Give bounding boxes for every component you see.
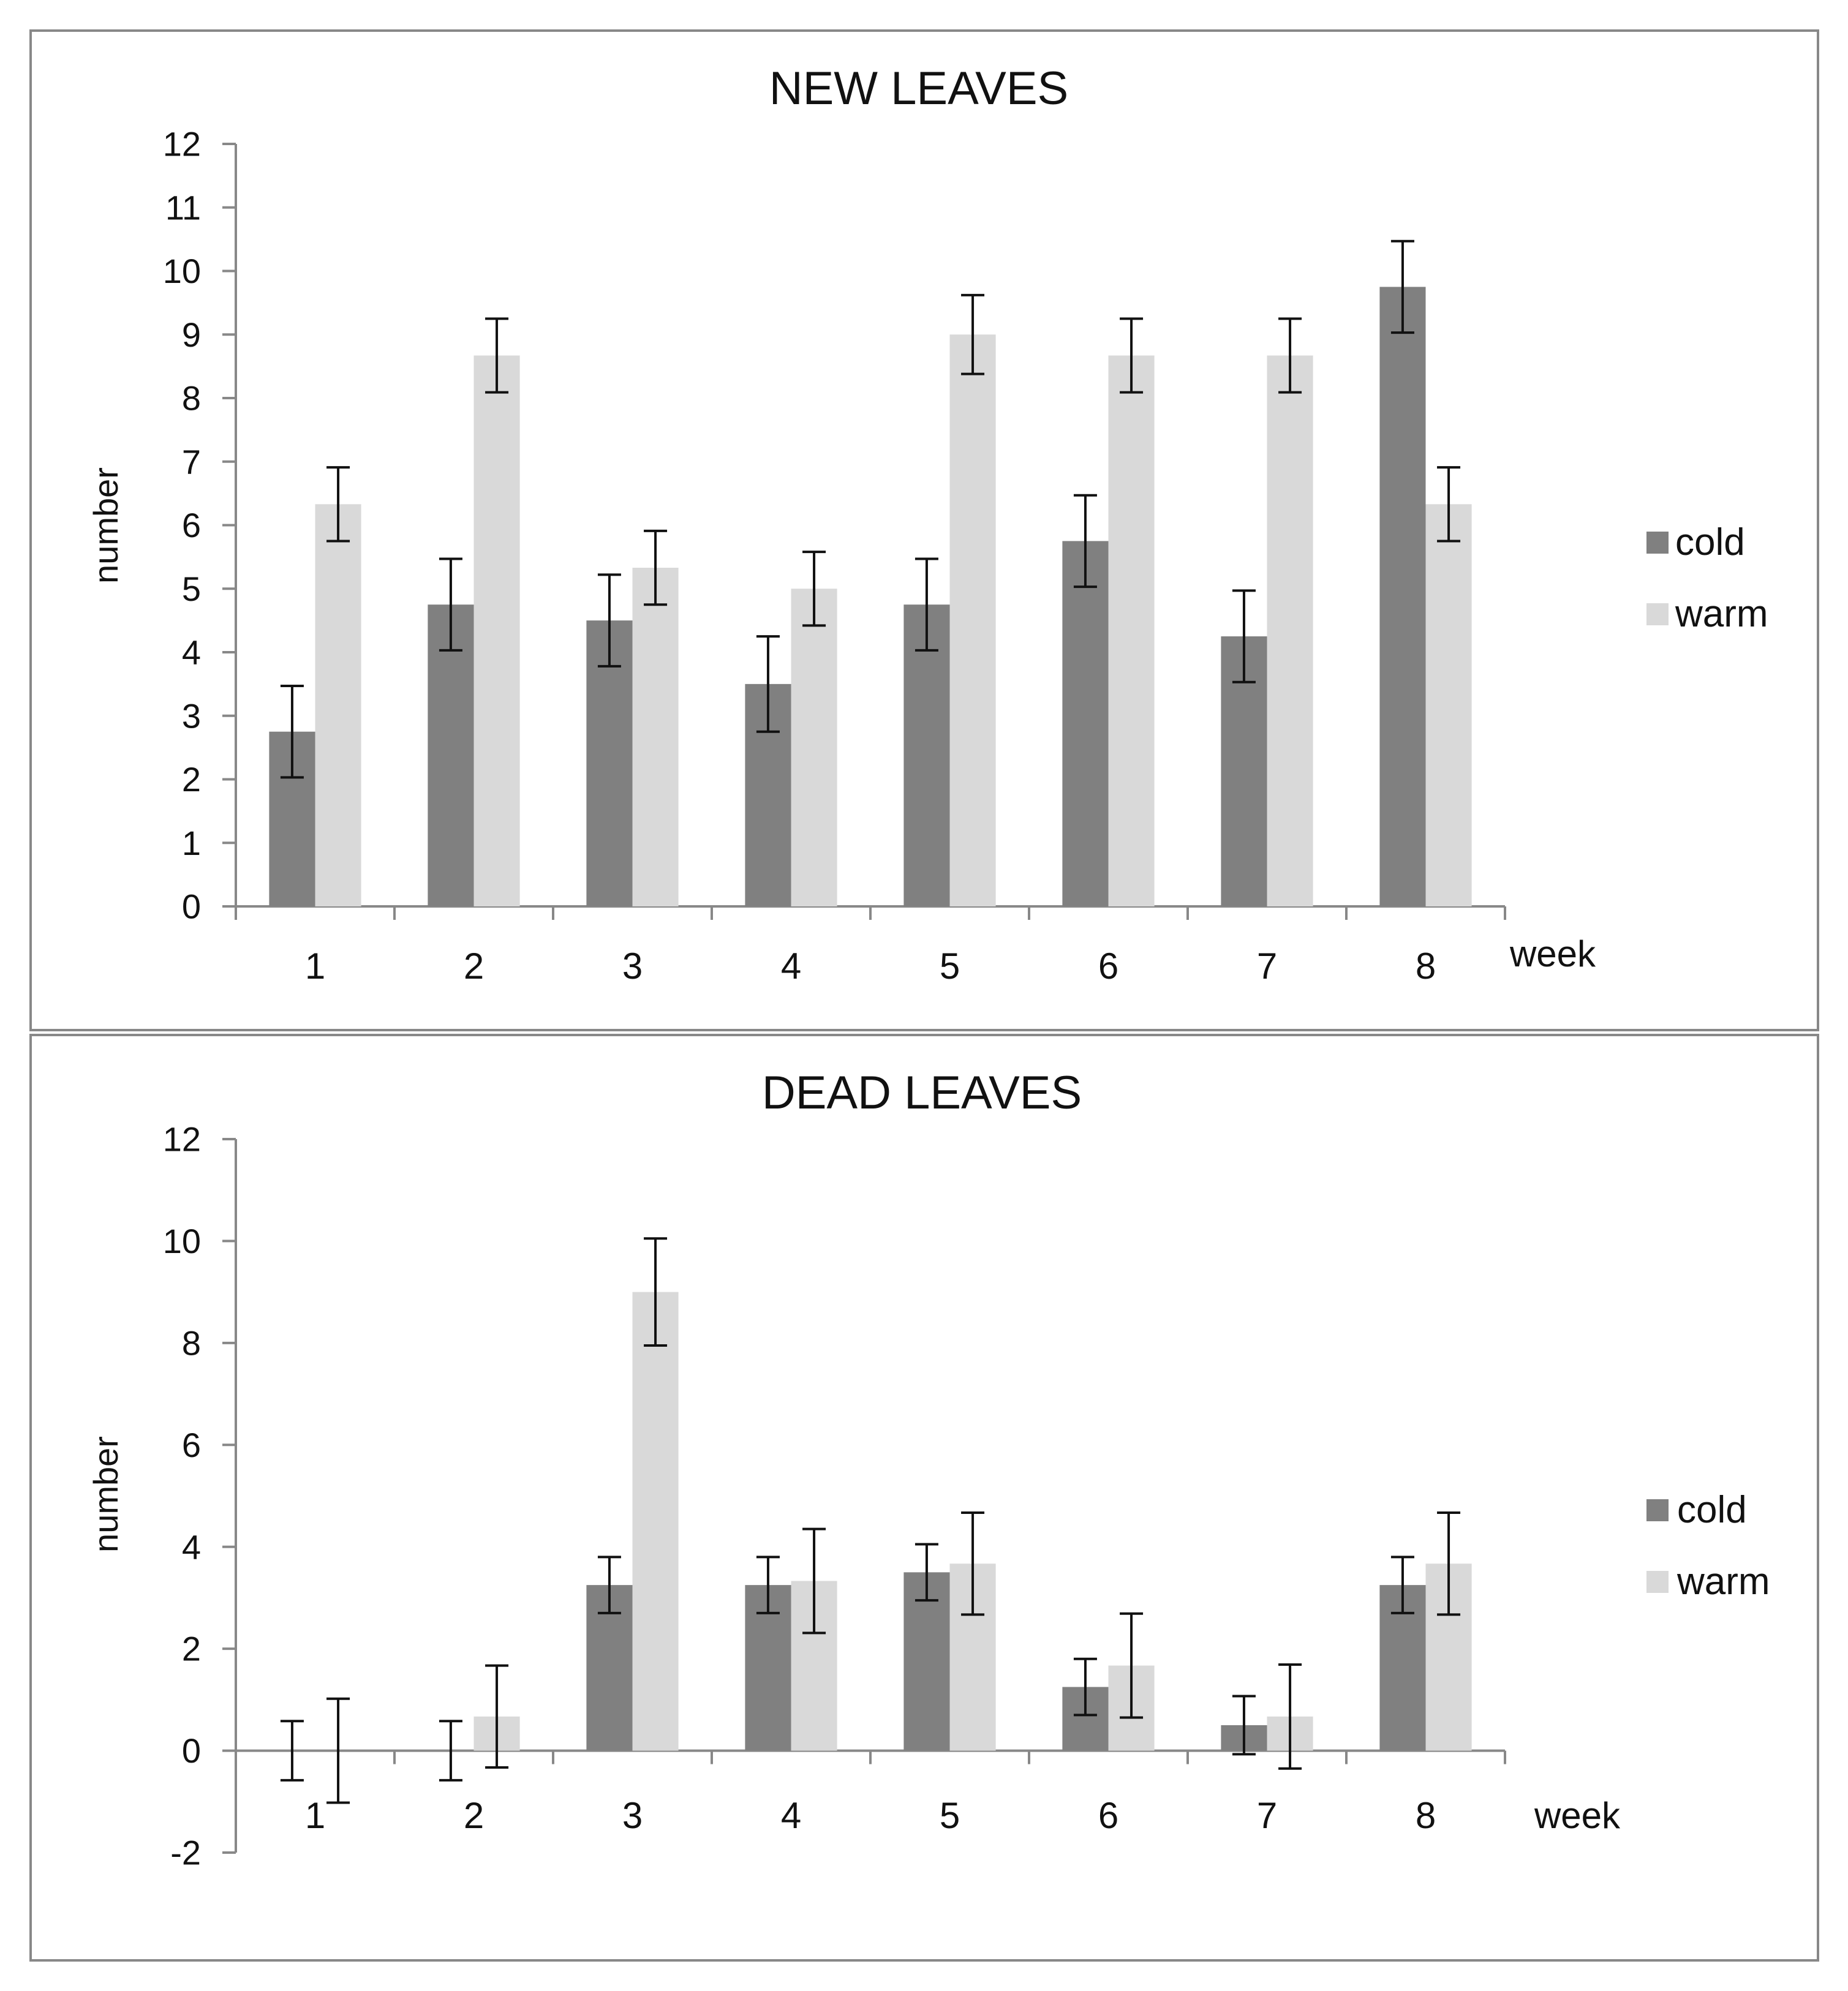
new-leaves-panel: NEW LEAVES number week cold warm 0123456… — [29, 29, 1819, 1031]
x-tick-label: 5 — [940, 1795, 960, 1836]
x-tick-label: 4 — [781, 1795, 801, 1836]
legend-label-warm: warm — [1676, 1560, 1770, 1603]
y-tick-label: 0 — [182, 1731, 201, 1770]
y-tick-label: 6 — [182, 1426, 201, 1464]
x-tick-label: 2 — [464, 1795, 484, 1836]
legend-label-cold: cold — [1677, 1489, 1747, 1531]
y-axis-label: number — [86, 467, 125, 584]
y-axis-label: number — [86, 1436, 125, 1553]
bar-warm-week-5 — [949, 334, 996, 906]
y-tick-label: 4 — [182, 1527, 201, 1566]
bar-cold-week-6 — [1062, 541, 1109, 906]
x-tick-label: 3 — [622, 1795, 643, 1836]
chart-title: DEAD LEAVES — [762, 1067, 1082, 1119]
x-axis-label: week — [1509, 933, 1596, 974]
y-tick-label: 11 — [165, 188, 201, 227]
y-tick-label: 0 — [182, 887, 201, 926]
y-tick-label: 7 — [182, 442, 201, 481]
legend-swatch-cold — [1646, 1499, 1669, 1521]
y-tick-label: 9 — [182, 315, 201, 354]
legend-swatch-cold — [1646, 532, 1669, 554]
y-tick-label: 3 — [182, 696, 201, 735]
legend: cold warm — [1646, 521, 1768, 635]
legend-label-cold: cold — [1675, 521, 1745, 563]
y-tick-label: 6 — [182, 506, 201, 544]
y-tick-label: 2 — [182, 1630, 201, 1668]
x-axis-label: week — [1534, 1795, 1621, 1836]
legend-swatch-warm — [1646, 1571, 1669, 1593]
bar-warm-week-3 — [632, 568, 679, 906]
y-tick-label: 2 — [182, 760, 201, 799]
chart-title: NEW LEAVES — [769, 62, 1069, 115]
bar-cold-week-8 — [1379, 287, 1426, 906]
x-tick-label: 5 — [940, 946, 960, 987]
legend-label-warm: warm — [1675, 593, 1768, 635]
y-tick-label: 8 — [182, 1323, 201, 1362]
legend: cold warm — [1646, 1489, 1770, 1603]
bar-cold-week-3 — [586, 620, 633, 906]
x-tick-label: 7 — [1257, 946, 1277, 987]
x-tick-label: 8 — [1416, 1795, 1436, 1836]
y-tick-label: 8 — [182, 379, 201, 418]
bar-warm-week-7 — [1267, 355, 1313, 906]
bar-cold-week-5 — [903, 1572, 950, 1751]
x-tick-label: 1 — [305, 1795, 325, 1836]
y-tick-label: 10 — [163, 252, 201, 290]
x-tick-label: 4 — [781, 946, 801, 987]
x-tick-label: 6 — [1098, 1795, 1118, 1836]
legend-swatch-warm — [1646, 603, 1669, 625]
panel-frame — [29, 29, 1819, 1031]
bar-warm-week-6 — [1108, 355, 1155, 906]
panel-frame — [29, 1034, 1819, 1962]
dead-leaves-panel: DEAD LEAVES number week cold warm -2 0 2 4 6… — [29, 1034, 1819, 1962]
x-tick-label: 8 — [1416, 946, 1436, 987]
bar-cold-week-2 — [428, 604, 474, 906]
y-tick-label: 12 — [163, 1120, 201, 1159]
x-tick-label: 2 — [464, 946, 484, 987]
bar-cold-week-5 — [903, 604, 950, 906]
x-tick-label: 1 — [305, 946, 325, 987]
y-tick-label: 5 — [182, 570, 201, 608]
x-tick-label: 6 — [1098, 946, 1118, 987]
x-tick-label: 3 — [622, 946, 643, 987]
y-tick-label: 10 — [163, 1222, 201, 1260]
x-tick-label: 7 — [1257, 1795, 1277, 1836]
y-tick-label: 4 — [182, 633, 201, 672]
bar-warm-week-8 — [1425, 504, 1472, 906]
y-tick-label: 12 — [163, 125, 201, 164]
bar-warm-week-2 — [473, 355, 520, 906]
bar-warm-week-4 — [791, 589, 837, 906]
y-tick-label: -2 — [170, 1834, 201, 1872]
bar-warm-week-3 — [632, 1292, 679, 1751]
y-tick-label: 1 — [182, 824, 201, 862]
bar-warm-week-1 — [315, 504, 361, 906]
